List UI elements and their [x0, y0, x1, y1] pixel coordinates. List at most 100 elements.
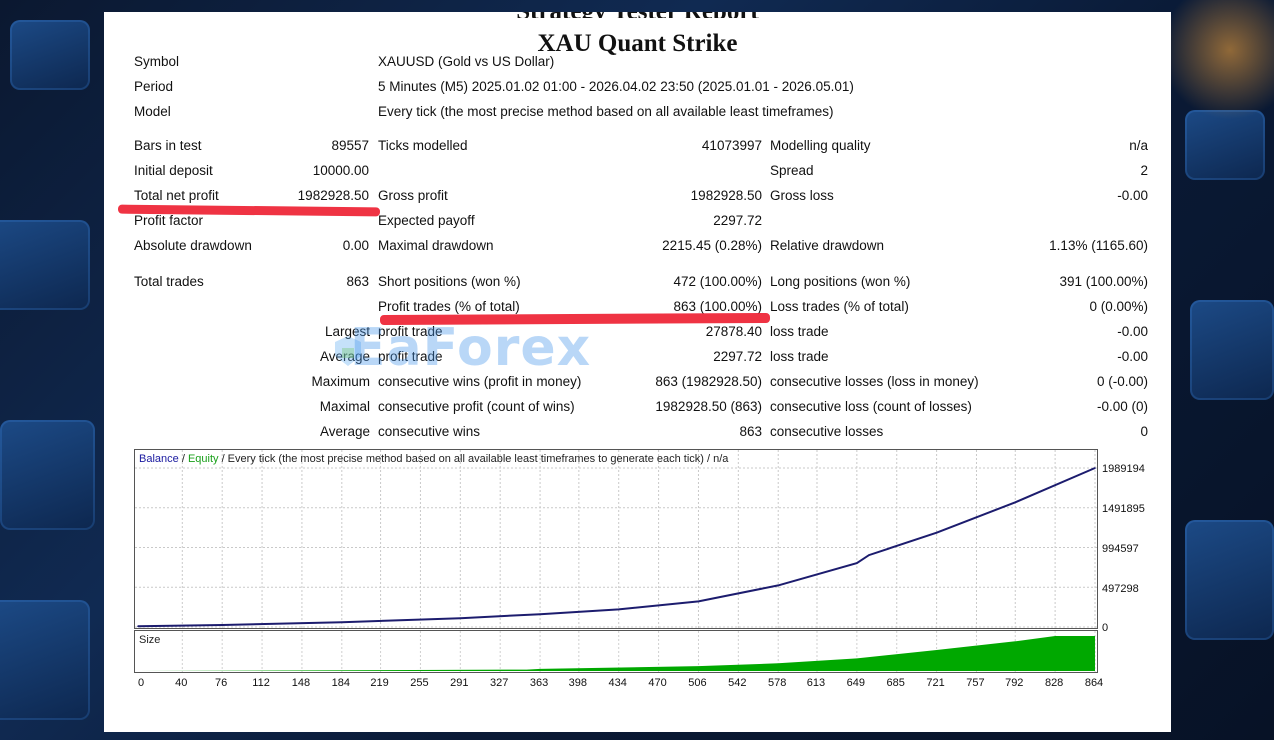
detail-prefix: Maximal: [319, 399, 370, 414]
x-tick-label: 578: [768, 677, 787, 689]
x-tick-label: 112: [252, 677, 270, 689]
expected-payoff-label: Expected payoff: [378, 213, 475, 228]
detail-prefix: Average: [320, 349, 370, 365]
legend-description: / Every tick (the most precise method ba…: [218, 453, 729, 465]
watermark-text: EaForex: [350, 318, 592, 378]
y-tick-label: 1989194: [1102, 463, 1145, 475]
detail-label: loss trade: [770, 324, 829, 339]
detail-value: 2297.72: [713, 349, 762, 364]
loss-trades-value: 0 (0.00%): [1089, 299, 1148, 314]
bg-tile: [1185, 520, 1274, 640]
detail-prefix: Maximum: [311, 374, 370, 389]
net-profit-label: Total net profit: [134, 188, 219, 203]
detail-label: profit trade: [378, 324, 443, 339]
x-tick-label: 434: [608, 677, 627, 689]
profit-trades-value: 863 (100.00%): [673, 299, 762, 314]
size-panel: Size: [134, 630, 1098, 673]
detail-label: loss trade: [770, 349, 829, 364]
detail-label: profit trade: [378, 349, 443, 364]
ticks-value: 41073997: [701, 138, 762, 153]
x-tick-label: 649: [846, 677, 866, 689]
max-drawdown-label: Maximal drawdown: [378, 238, 494, 253]
balance-point: [617, 608, 620, 611]
profit-factor-label: Profit factor: [134, 213, 204, 228]
bg-tile: [0, 600, 90, 720]
x-tick-label: 76: [215, 677, 228, 689]
model-value: Every tick (the most precise method base…: [378, 104, 834, 119]
balance-point: [459, 617, 462, 620]
total-trades-value: 863: [346, 274, 369, 289]
quality-label: Modelling quality: [770, 138, 871, 153]
x-tick-label: 506: [688, 677, 707, 689]
detail-label: consecutive wins: [378, 424, 481, 439]
x-tick-label: 792: [1005, 677, 1024, 689]
watermark-logo-icon: [335, 336, 361, 366]
detail-label: consecutive wins (profit in money): [378, 374, 582, 389]
y-tick-label: 497298: [1102, 583, 1139, 595]
detail-value: 0: [1140, 424, 1148, 439]
long-pos-label: Long positions (won %): [770, 274, 911, 289]
legend-equity: Equity: [187, 453, 219, 465]
rel-drawdown-label: Relative drawdown: [770, 238, 885, 253]
y-tick-label: 994597: [1102, 543, 1139, 555]
chart-legend: Balance / Equity / Every tick (the most …: [139, 453, 728, 465]
x-tick-label: 0: [137, 677, 145, 689]
balance-chart-plot: [135, 450, 1097, 628]
balance-point: [341, 621, 343, 624]
detail-value: -0.00 (0): [1096, 399, 1148, 414]
detail-value: 863 (1982928.50): [655, 374, 762, 389]
detail-prefix: Average: [319, 424, 370, 439]
size-label: Size: [139, 634, 161, 646]
balance-point: [697, 600, 700, 603]
bg-glow: [1160, 0, 1274, 120]
x-tick-label: 721: [926, 677, 945, 689]
x-tick-label: 219: [370, 677, 389, 689]
detail-value: 27878.40: [705, 324, 762, 339]
net-profit-value: 1982928.50: [297, 188, 369, 203]
bg-tile: [0, 220, 90, 310]
detail-value: -0.00: [1117, 349, 1148, 364]
x-tick-label: 864: [1084, 677, 1104, 689]
spread-value: 2: [1140, 163, 1148, 178]
x-tick-label: 255: [410, 677, 429, 689]
gross-profit-value: 1982928.50: [690, 188, 762, 203]
gross-loss-label: Gross loss: [770, 188, 834, 203]
abs-drawdown-value: 0.00: [342, 238, 369, 253]
legend-separator: /: [178, 453, 188, 465]
max-drawdown-value: 2215.45 (0.28%): [662, 238, 762, 253]
detail-label: consecutive losses: [770, 424, 884, 439]
gross-loss-value: -0.00: [1117, 188, 1148, 203]
balance-point: [1014, 501, 1017, 504]
rel-drawdown-value: 1.13% (1165.60): [1049, 238, 1148, 253]
x-tick-label: 184: [331, 677, 350, 689]
detail-value: 1982928.50 (863): [655, 399, 762, 414]
bg-tile: [10, 20, 90, 90]
x-tick-label: 685: [886, 677, 905, 689]
short-pos-value: 472 (100.00%): [673, 274, 762, 289]
profit-trades-label: Profit trades (% of total): [378, 299, 520, 314]
detail-label: consecutive loss (count of losses): [770, 399, 972, 414]
balance-point: [221, 624, 223, 626]
x-tick-label: 542: [728, 677, 747, 689]
balance-point: [856, 562, 858, 564]
title-cropped: Strategy Tester Report: [104, 12, 1171, 18]
detail-label: consecutive profit (count of wins): [378, 399, 575, 414]
gross-profit-label: Gross profit: [378, 188, 448, 203]
balance-point: [935, 531, 938, 534]
abs-drawdown-label: Absolute drawdown: [134, 238, 252, 253]
x-tick-label: 363: [529, 677, 549, 689]
balance-chart: Balance / Equity / Every tick (the most …: [134, 449, 1098, 629]
x-tick-label: 327: [490, 677, 509, 689]
detail-value: 0 (-0.00): [1096, 374, 1148, 389]
quality-value: n/a: [1129, 138, 1148, 153]
period-label: Period: [134, 79, 174, 94]
symbol-label: Symbol: [134, 54, 180, 69]
bg-tile: [1190, 300, 1274, 400]
deposit-label: Initial deposit: [134, 163, 213, 178]
expected-payoff-value: 2297.72: [713, 213, 762, 228]
model-label: Model: [134, 104, 171, 119]
symbol-value: XAUUSD (Gold vs US Dollar): [378, 54, 555, 69]
detail-label: consecutive losses (loss in money): [770, 374, 979, 389]
x-tick-label: 470: [648, 677, 667, 689]
detail-value: 863: [739, 424, 762, 439]
